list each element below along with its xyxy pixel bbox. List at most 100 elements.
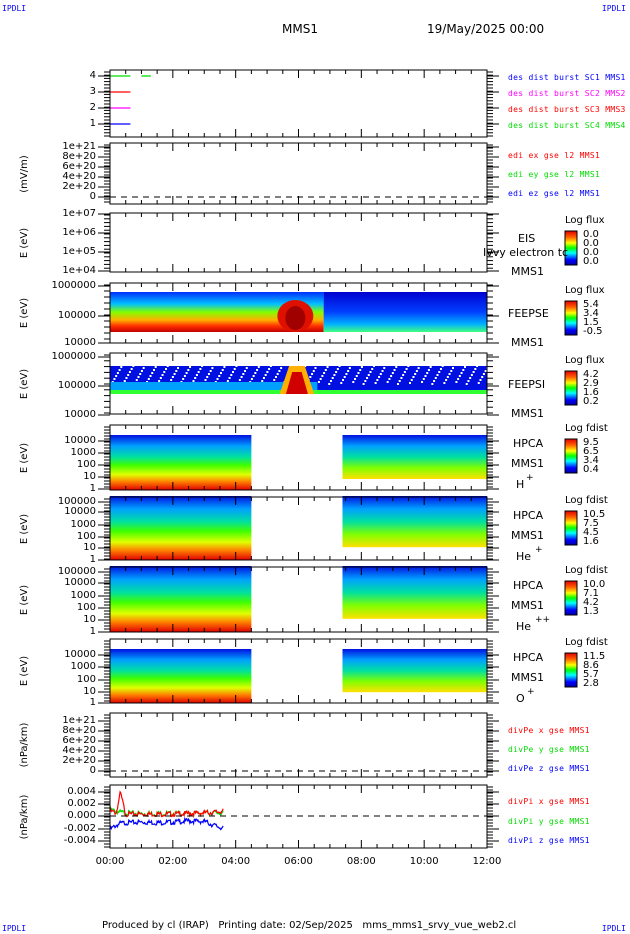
feepsi-gap-pixel bbox=[422, 378, 425, 380]
feepsi-gap-pixel bbox=[364, 380, 367, 382]
colorbar-value: 11.5 bbox=[583, 651, 606, 662]
spacecraft-label: MMS1 bbox=[511, 457, 544, 470]
feepsi-gap-pixel bbox=[317, 381, 320, 383]
feepsi-gap-pixel bbox=[482, 373, 485, 375]
hpca-gap-pixel bbox=[409, 551, 412, 554]
feepsi-gap-pixel bbox=[484, 370, 487, 372]
y-tick-label: 0 bbox=[89, 191, 96, 202]
hpca-gap-pixel bbox=[358, 481, 361, 484]
footer-text: Produced by cl (IRAP) Printing date: 02/… bbox=[102, 920, 517, 931]
colorbar-title: Log flux bbox=[565, 285, 605, 296]
feepsi-gap-pixel bbox=[257, 366, 260, 368]
hpca-gap-pixel bbox=[475, 623, 478, 626]
feepsi-gap-pixel bbox=[194, 377, 197, 379]
hpca-gap-pixel bbox=[478, 623, 481, 626]
hpca-spectrogram-segment bbox=[342, 566, 487, 619]
colorbar-value: 3.4 bbox=[583, 308, 599, 319]
hpca-gap-pixel bbox=[445, 481, 448, 484]
instrument-label: EIS bbox=[518, 232, 536, 245]
feepsi-gap-pixel bbox=[185, 372, 188, 374]
hpca-gap-pixel bbox=[380, 481, 383, 484]
feepsi-gap-pixel bbox=[426, 372, 429, 374]
hpca-gap-pixel bbox=[413, 551, 416, 554]
hpca-gap-pixel bbox=[363, 551, 366, 554]
feepsi-gap-pixel bbox=[427, 369, 430, 371]
y-axis-label: (nPa/km) bbox=[19, 722, 30, 768]
hpca-gap-pixel bbox=[352, 694, 355, 697]
hpca-gap-pixel bbox=[347, 551, 350, 554]
feepsi-gap-pixel bbox=[219, 372, 222, 374]
hpca-gap-pixel bbox=[424, 481, 427, 484]
feepsi-gap-pixel bbox=[458, 375, 461, 377]
feepsi-gap-pixel bbox=[331, 377, 334, 379]
feepsi-gap-pixel bbox=[396, 383, 399, 385]
y-tick-label: 10 bbox=[83, 686, 96, 697]
feepsi-gap-pixel bbox=[250, 378, 253, 380]
feepsi-gap-pixel bbox=[281, 364, 284, 366]
feepsi-gap-pixel bbox=[245, 367, 248, 369]
feepsi-gap-pixel bbox=[391, 372, 394, 374]
feepsi-gap-pixel bbox=[144, 364, 147, 366]
feepsi-gap-pixel bbox=[189, 366, 192, 368]
feepsi-gap-pixel bbox=[436, 374, 439, 376]
feepsi-gap-pixel bbox=[362, 383, 365, 385]
y-tick-label: 1e+06 bbox=[62, 227, 96, 238]
instrument-label: FEEPSE bbox=[508, 307, 549, 320]
x-tick-label: 04:00 bbox=[221, 856, 251, 867]
feepsi-gap-pixel bbox=[123, 380, 126, 382]
feepsi-gap-pixel bbox=[388, 378, 391, 380]
colorbar-value: 1.5 bbox=[583, 317, 599, 328]
feepsi-gap-pixel bbox=[177, 367, 180, 369]
hpca-gap-pixel bbox=[434, 694, 437, 697]
hpca-gap-pixel bbox=[478, 694, 481, 697]
hpca-gap-pixel bbox=[409, 623, 412, 626]
feepsi-gap-pixel bbox=[238, 379, 241, 381]
colorbar-value: 0.4 bbox=[583, 464, 599, 475]
hpca-gap-pixel bbox=[478, 551, 481, 554]
y-tick-label: 100 bbox=[76, 602, 96, 613]
feepsi-gap-pixel bbox=[354, 378, 357, 380]
feepsi-gap-pixel bbox=[223, 366, 226, 368]
feepsi-gap-pixel bbox=[326, 366, 329, 368]
hpca-gap-pixel bbox=[352, 551, 355, 554]
feepsi-gap-pixel bbox=[321, 375, 324, 377]
feepsi-gap-pixel bbox=[110, 364, 112, 366]
feepsi-gap-pixel bbox=[457, 378, 460, 380]
feepsi-gap-pixel bbox=[448, 373, 451, 375]
y-tick-label: 10 bbox=[83, 542, 96, 553]
hpca-gap-pixel bbox=[363, 694, 366, 697]
hpca-gap-pixel bbox=[442, 551, 445, 554]
hpca-gap-pixel bbox=[347, 623, 350, 626]
hpca-gap-pixel bbox=[366, 694, 369, 697]
panel-frame bbox=[109, 69, 488, 138]
hpca-gap-pixel bbox=[475, 551, 478, 554]
y-tick-label: 2e+20 bbox=[62, 755, 96, 766]
y-tick-label: 0.000 bbox=[67, 810, 96, 821]
species-charge-label: + bbox=[535, 545, 543, 555]
feepsi-gap-pixel bbox=[350, 364, 353, 366]
feepsi-gap-pixel bbox=[446, 376, 449, 378]
y-axis-label: (nPa/km) bbox=[19, 794, 30, 839]
feepsi-gap-pixel bbox=[268, 368, 271, 370]
feepsi-gap-pixel bbox=[226, 380, 229, 382]
colorbar-value: 5.7 bbox=[583, 669, 599, 680]
feepsi-gap-pixel bbox=[135, 379, 138, 381]
species-label: O bbox=[516, 692, 525, 705]
hpca-gap-pixel bbox=[388, 551, 391, 554]
legend-label: divPi z gse MMS1 bbox=[508, 836, 590, 845]
feepsi-gap-pixel bbox=[439, 368, 442, 370]
y-axis-label: E (eV) bbox=[19, 368, 30, 399]
divpi-series-line bbox=[109, 790, 224, 819]
feepsi-gap-pixel bbox=[262, 377, 265, 379]
hpca-gap-pixel bbox=[402, 623, 405, 626]
hpca-gap-pixel bbox=[369, 623, 372, 626]
hpca-gap-pixel bbox=[380, 694, 383, 697]
hpca-gap-pixel bbox=[358, 551, 361, 554]
feepsi-gap-pixel bbox=[199, 368, 202, 370]
y-tick-label: 2e+20 bbox=[62, 181, 96, 192]
feepsi-gap-pixel bbox=[381, 370, 384, 372]
feepsi-gap-pixel bbox=[149, 375, 152, 377]
legend-label: des dist burst SC3 MMS3 bbox=[508, 105, 626, 114]
feepsi-gap-pixel bbox=[434, 377, 437, 379]
feepsi-gap-pixel bbox=[137, 376, 140, 378]
